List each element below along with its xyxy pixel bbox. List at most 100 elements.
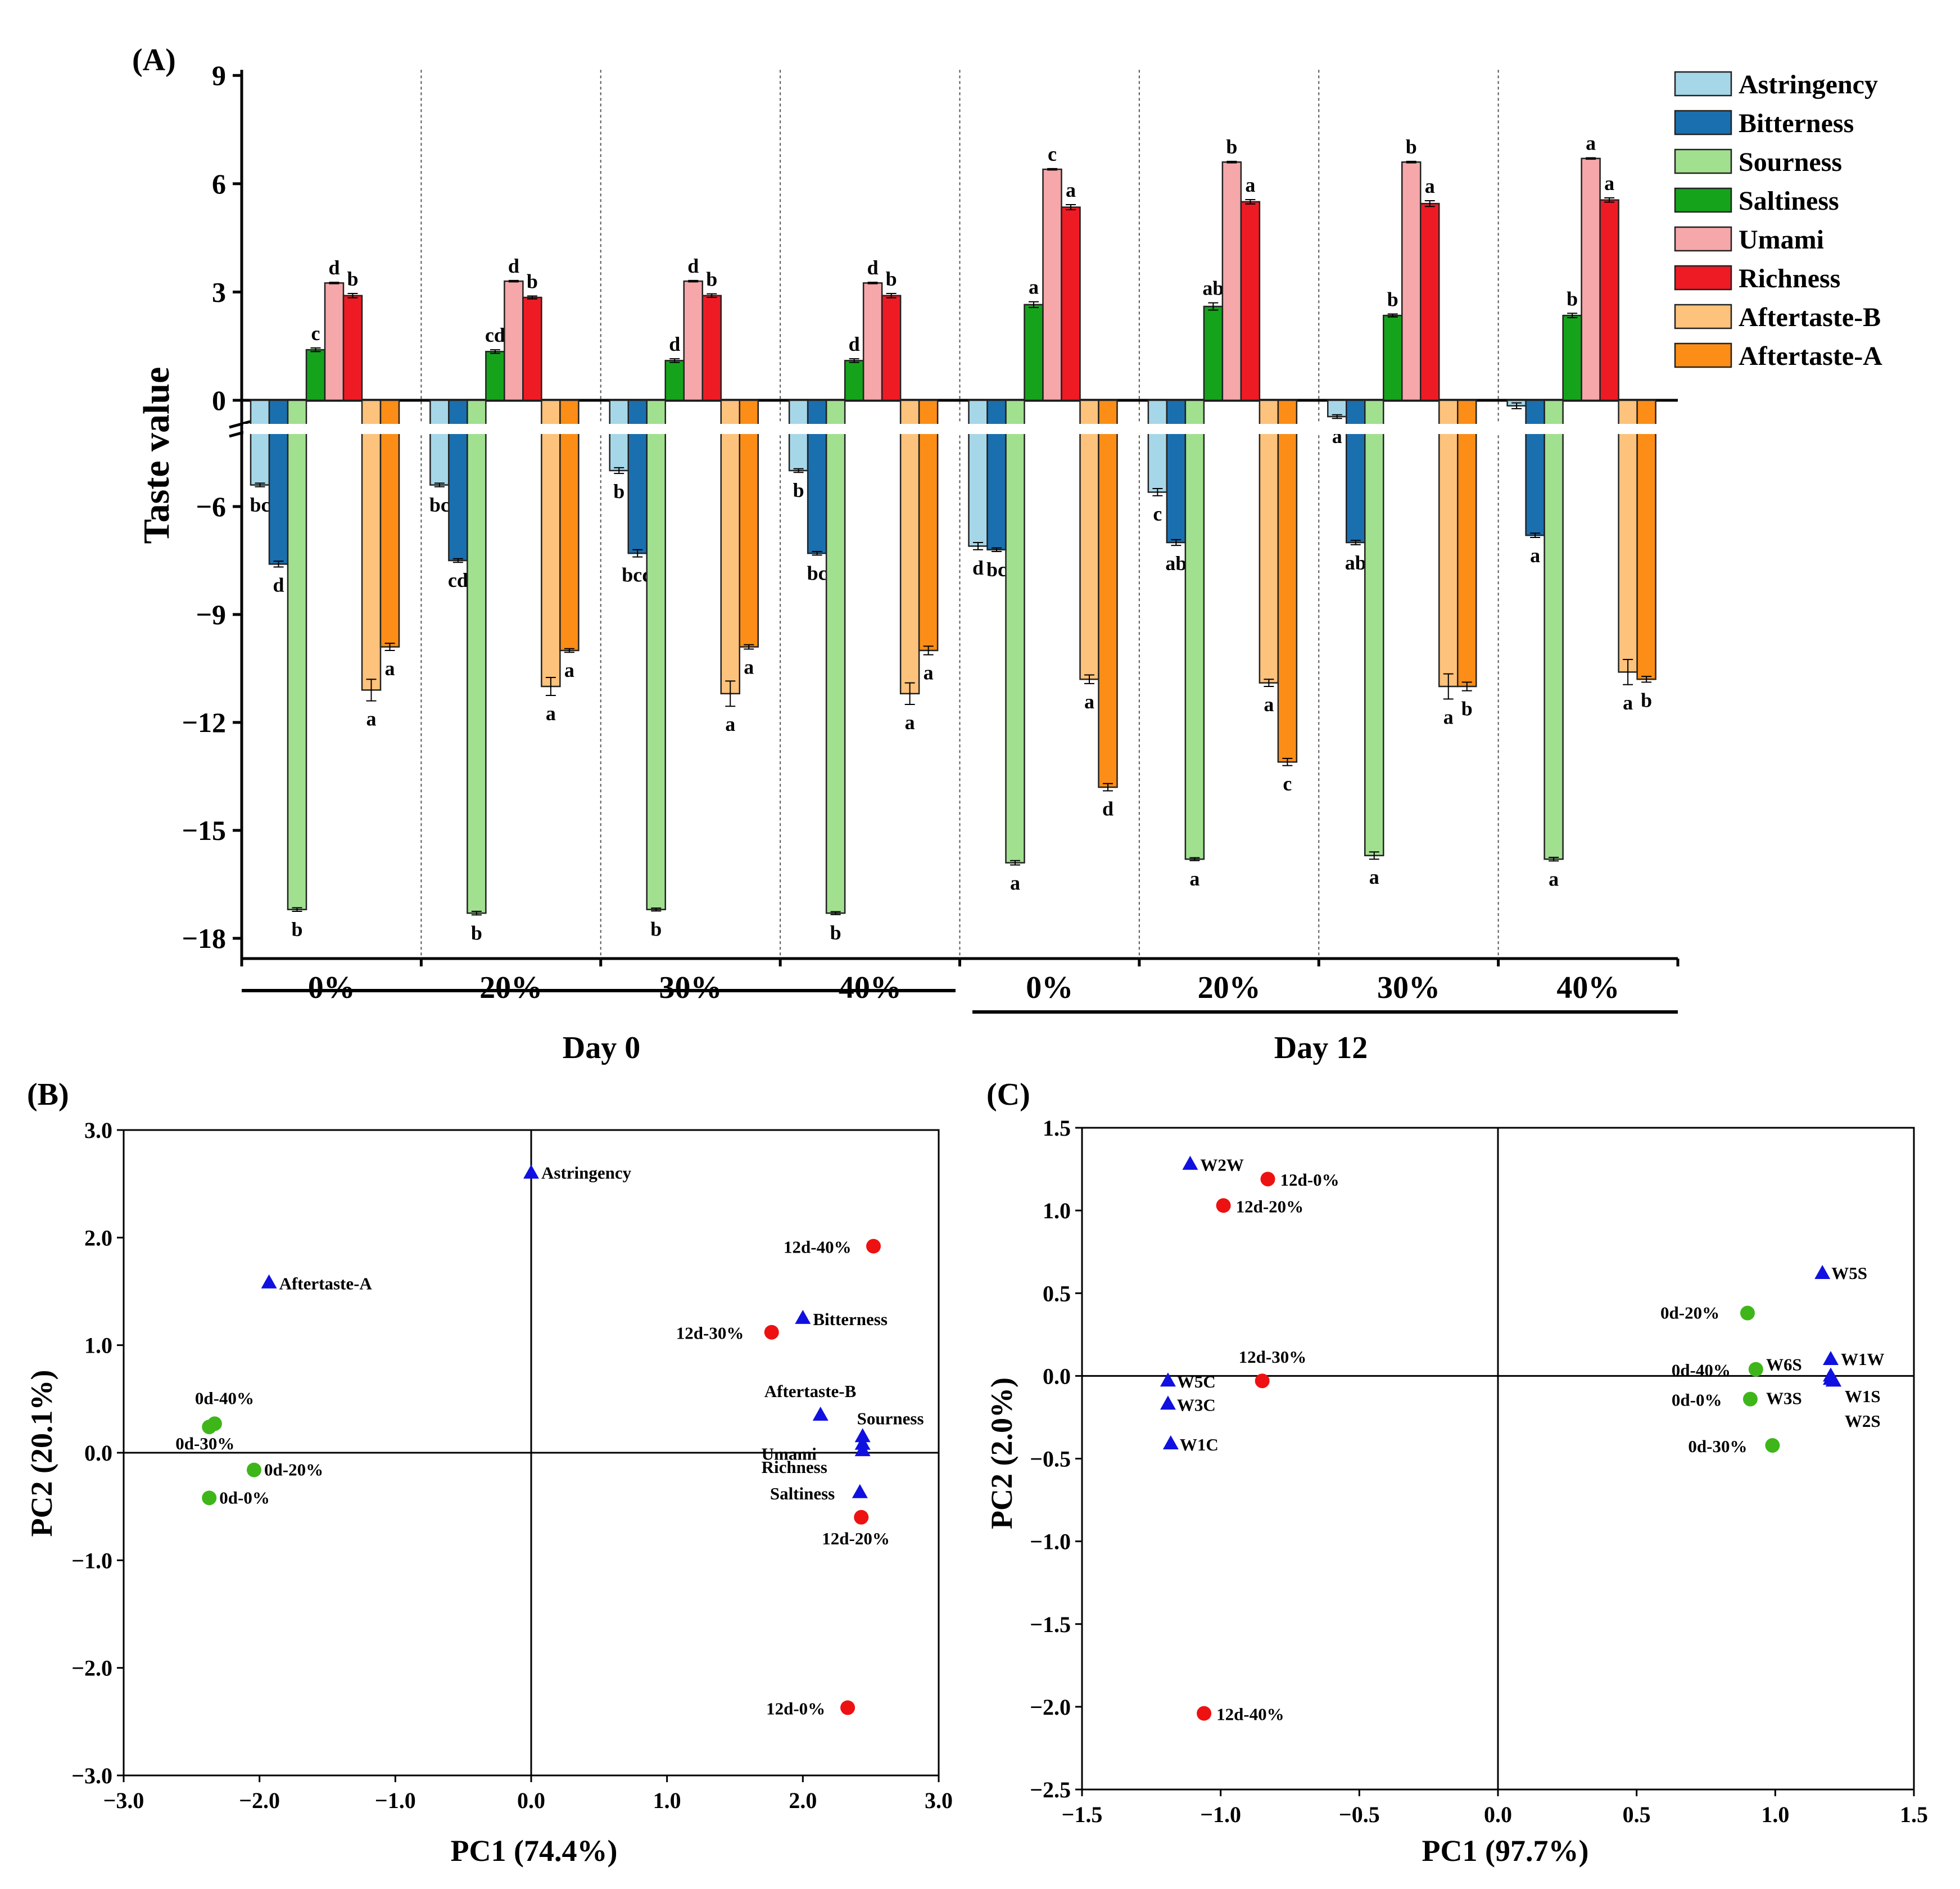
- score-point-day12: [764, 1325, 779, 1340]
- legend-label: Astringency: [1739, 70, 1878, 100]
- bar-umami: [1042, 168, 1062, 401]
- panel-c-label: (C): [986, 1077, 1030, 1112]
- significance-label: b: [1641, 689, 1652, 711]
- bar-saltiness: [664, 360, 685, 401]
- legend-label: Umami: [1739, 225, 1824, 255]
- legend-swatch-saltiness: [1674, 187, 1732, 213]
- significance-label: a: [1010, 871, 1020, 894]
- loading-point-triangle: [812, 1407, 829, 1421]
- bar-sourness: [646, 399, 666, 911]
- y-tick-label: −15: [182, 815, 227, 846]
- significance-label: d: [972, 557, 984, 579]
- y-tick-label: 6: [212, 168, 226, 200]
- bar-sourness: [825, 399, 846, 914]
- significance-label: ab: [1345, 552, 1366, 574]
- bar-aftertaste-a: [559, 399, 580, 652]
- y-tick-label: 0: [212, 385, 226, 416]
- point-label: 12d-40%: [784, 1237, 852, 1257]
- y-tick-label: 0.0: [84, 1440, 112, 1466]
- significance-label: c: [1283, 772, 1292, 795]
- significance-label: b: [291, 918, 302, 941]
- significance-label: a: [905, 711, 915, 734]
- category-label: 20%: [479, 970, 542, 1005]
- x-tick-label: −2.0: [239, 1788, 280, 1813]
- bar-sourness: [1005, 399, 1025, 864]
- y-axis-title: Taste value: [136, 367, 177, 544]
- significance-label: b: [650, 918, 662, 940]
- legend-swatch-aftertaste-a: [1674, 342, 1732, 368]
- point-label: W5S: [1831, 1263, 1867, 1283]
- significance-label: bc: [986, 558, 1007, 581]
- point-label: 0d-0%: [1672, 1390, 1722, 1410]
- significance-label: b: [527, 270, 538, 292]
- point-label: Saltiness: [770, 1484, 835, 1503]
- pca-score-plot-c: PC1 (97.7%) PC2 (2.0%) −1.5 −1.0 −0.5 0.0 0.…: [985, 1115, 1928, 1868]
- panel-b-label: (B): [27, 1077, 69, 1112]
- bar-sourness: [1364, 399, 1384, 857]
- significance-label: c: [1153, 503, 1162, 525]
- score-point-day12: [854, 1510, 869, 1525]
- significance-label: d: [1102, 798, 1113, 820]
- legend-label: Sourness: [1739, 147, 1842, 177]
- bar-saltiness: [305, 349, 326, 401]
- panel-a-label: (A): [132, 43, 176, 78]
- significance-label: bc: [429, 494, 450, 516]
- point-label: 12d-20%: [1236, 1196, 1304, 1216]
- loading-point-triangle: [523, 1164, 539, 1179]
- legend-swatch-astringency: [1674, 71, 1732, 97]
- point-label: 0d-40%: [1672, 1361, 1731, 1380]
- y-tick-label: −6: [196, 491, 227, 522]
- loading-point-triangle: [261, 1274, 277, 1289]
- bar-richness: [881, 295, 902, 401]
- bar-astringency: [609, 399, 629, 472]
- score-point-day12: [1260, 1172, 1275, 1187]
- significance-label: cd: [485, 324, 505, 346]
- point-label: 12d-30%: [1239, 1347, 1307, 1367]
- significance-label: b: [830, 921, 841, 944]
- bar-richness: [342, 295, 363, 401]
- x-tick-label: 0.5: [1623, 1802, 1651, 1827]
- score-point-day0: [202, 1490, 217, 1506]
- significance-label: b: [1461, 698, 1473, 720]
- score-point-day0: [1742, 1391, 1758, 1407]
- y-tick-label: −18: [182, 923, 227, 954]
- bar-umami: [1221, 161, 1242, 401]
- point-label: Aftertaste-B: [764, 1381, 857, 1401]
- significance-label: b: [613, 480, 624, 503]
- legend-label: Aftertaste-A: [1739, 341, 1882, 371]
- legend-label: Richness: [1739, 264, 1840, 293]
- pca-score-plot-b: PC1 (74.4%) PC2 (20.1%) −3.0 −2.0 −1.0 0.0 1…: [25, 1118, 953, 1868]
- significance-label: bc: [250, 494, 270, 516]
- y-tick-label: 3: [212, 276, 226, 308]
- bar-saltiness: [1024, 304, 1044, 401]
- bar-aftertaste-a: [1098, 399, 1118, 788]
- significance-label: d: [669, 333, 680, 355]
- significance-label: cd: [448, 569, 468, 591]
- bar-aftertaste-a: [1636, 399, 1656, 680]
- bar-astringency: [1147, 399, 1168, 493]
- bar-aftertaste-b: [1618, 399, 1638, 673]
- bar-richness: [1240, 201, 1261, 401]
- bar-aftertaste-a: [918, 399, 939, 652]
- bar-aftertaste-a: [739, 399, 759, 648]
- bar-sourness: [287, 399, 307, 911]
- x-tick-label: 1.0: [653, 1788, 681, 1813]
- category-label: 20%: [1198, 970, 1261, 1005]
- score-point-day12: [1216, 1198, 1231, 1213]
- significance-label: d: [849, 333, 860, 355]
- significance-label: ab: [1202, 277, 1224, 300]
- point-label: W2S: [1845, 1411, 1881, 1431]
- x-tick-label: −1.5: [1062, 1802, 1103, 1827]
- bar-bitterness: [1525, 399, 1545, 536]
- point-label: 12d-0%: [766, 1698, 825, 1718]
- axis-break-gap: [243, 424, 1680, 434]
- x-tick-label: 1.0: [1761, 1802, 1789, 1827]
- category-label: 30%: [1377, 970, 1440, 1005]
- significance-label: b: [793, 479, 804, 501]
- category-label: 40%: [1556, 970, 1619, 1005]
- point-label: W3C: [1177, 1395, 1216, 1415]
- significance-label: a: [1623, 692, 1633, 714]
- score-point-day0: [1765, 1438, 1780, 1453]
- legend-swatch-umami: [1674, 226, 1732, 252]
- point-label: 12d-40%: [1216, 1705, 1284, 1724]
